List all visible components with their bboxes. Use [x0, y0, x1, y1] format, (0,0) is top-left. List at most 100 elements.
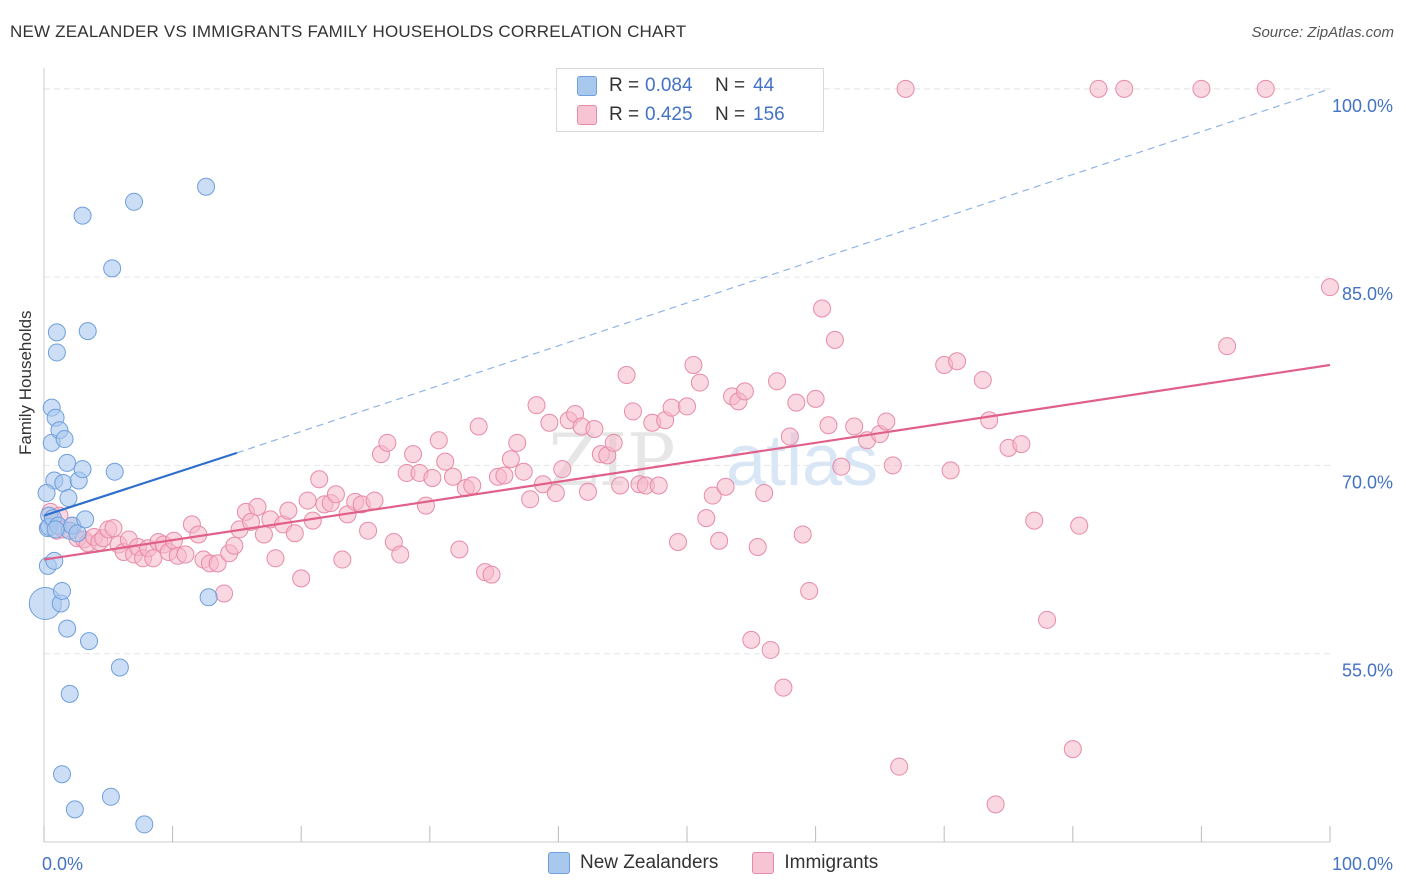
immigrants-point — [298, 491, 317, 510]
immigrants-point — [333, 550, 352, 569]
immigrants-point — [883, 456, 902, 475]
legend-item-immigrants[interactable]: Immigrants — [752, 852, 878, 874]
new-zealander-point — [58, 453, 77, 472]
immigrants-point — [761, 640, 780, 659]
immigrants-point — [890, 757, 909, 776]
immigrants-point — [463, 476, 482, 495]
immigrants-point — [469, 417, 488, 436]
immigrants-point — [825, 330, 844, 349]
immigrants-point — [774, 678, 793, 697]
immigrants-point — [404, 445, 423, 464]
immigrants-point — [986, 795, 1005, 814]
immigrants-point — [710, 531, 729, 550]
new-zealander-point — [53, 581, 72, 600]
immigrants-point — [877, 412, 896, 431]
immigrants-point — [896, 79, 915, 98]
immigrants-point — [649, 476, 668, 495]
immigrants-point — [215, 584, 234, 603]
immigrants-point — [208, 554, 227, 573]
immigrants-point — [436, 452, 455, 471]
immigrants-point — [1192, 79, 1211, 98]
legend-row-immigrants: R = 0.425 N = 156 — [577, 100, 785, 130]
immigrants-point — [578, 482, 597, 501]
source-label: Source: ZipAtlas.com — [1251, 24, 1394, 41]
immigrants-point — [1115, 79, 1134, 98]
legend-r-label: R = — [609, 75, 640, 96]
immigrants-point — [1070, 516, 1089, 535]
immigrants-point — [378, 433, 397, 452]
new-zealander-point — [45, 551, 64, 570]
immigrants-point — [819, 416, 838, 435]
immigrants-point — [1063, 740, 1082, 759]
immigrants-point — [546, 484, 565, 503]
immigrants-point — [1025, 511, 1044, 530]
new-zealanders-points — [28, 177, 218, 834]
new-zealanders-trendline — [43, 451, 238, 517]
new-zealander-point — [103, 259, 122, 278]
new-zealander-point — [68, 524, 87, 543]
legend-label-new-zealanders: New Zealanders — [580, 852, 719, 873]
immigrants-point — [735, 382, 754, 401]
immigrants-point — [668, 532, 687, 551]
new-zealander-point — [65, 800, 84, 819]
new-zealander-point — [135, 815, 154, 834]
immigrants-point — [742, 630, 761, 649]
immigrants-point — [768, 372, 787, 391]
immigrants-point — [585, 420, 604, 439]
new-zealander-point — [78, 322, 97, 341]
legend-label-immigrants: Immigrants — [784, 852, 879, 873]
immigrants-point — [144, 549, 163, 568]
x-tick-label: 100.0% — [1332, 854, 1393, 874]
immigrants-point — [1089, 79, 1108, 98]
immigrants-point — [793, 525, 812, 544]
immigrants-point — [423, 468, 442, 487]
new-zealander-point — [105, 462, 124, 481]
new-zealander-point — [47, 323, 66, 342]
immigrants-point — [1218, 337, 1237, 356]
new-zealander-point — [60, 684, 79, 703]
immigrants-point — [310, 470, 329, 489]
trendlines — [43, 88, 1331, 561]
immigrants-point — [450, 540, 469, 559]
immigrants-point — [326, 485, 345, 504]
series-legend: New Zealanders Immigrants — [548, 852, 912, 874]
axes — [43, 68, 1331, 843]
immigrants-point — [527, 396, 546, 415]
immigrants-point — [623, 402, 642, 421]
new-zealander-point — [47, 343, 66, 362]
legend-row-new-zealanders: R = 0.084 N = 44 — [577, 71, 774, 101]
correlation-legend: R = 0.084 N = 44 R = 0.425 N = 156 — [556, 68, 824, 132]
legend-item-new-zealanders[interactable]: New Zealanders — [548, 852, 718, 874]
new-zealander-point — [46, 520, 65, 539]
immigrants-point — [780, 427, 799, 446]
immigrants-point — [501, 450, 520, 469]
immigrants-point — [104, 519, 123, 538]
immigrants-point — [748, 538, 767, 557]
immigrants-point — [1038, 610, 1057, 629]
immigrants-point — [416, 496, 435, 515]
immigrants-point — [266, 549, 285, 568]
immigrants-point — [755, 484, 774, 503]
y-tick-label: 100.0% — [1332, 96, 1393, 116]
new-zealander-point — [101, 787, 120, 806]
immigrants-point — [248, 497, 267, 516]
new-zealander-point — [59, 489, 78, 508]
immigrants-point — [678, 397, 696, 416]
new-zealander-point — [197, 177, 216, 196]
immigrants-point — [514, 462, 533, 481]
immigrants-point — [521, 490, 540, 509]
immigrants-point — [973, 371, 992, 390]
immigrants-point — [365, 491, 384, 510]
legend-r-label: R = — [609, 104, 640, 125]
new-zealander-point — [125, 192, 144, 211]
legend-swatch-blue — [577, 76, 597, 96]
immigrants-point — [948, 352, 967, 371]
new-zealander-point — [54, 473, 73, 492]
immigrants-point — [391, 545, 410, 564]
legend-n-value: 44 — [753, 75, 775, 96]
immigrants-point — [941, 461, 960, 480]
immigrants-point — [553, 460, 572, 479]
immigrants-point — [292, 569, 311, 588]
legend-n-label: N = — [715, 104, 746, 125]
